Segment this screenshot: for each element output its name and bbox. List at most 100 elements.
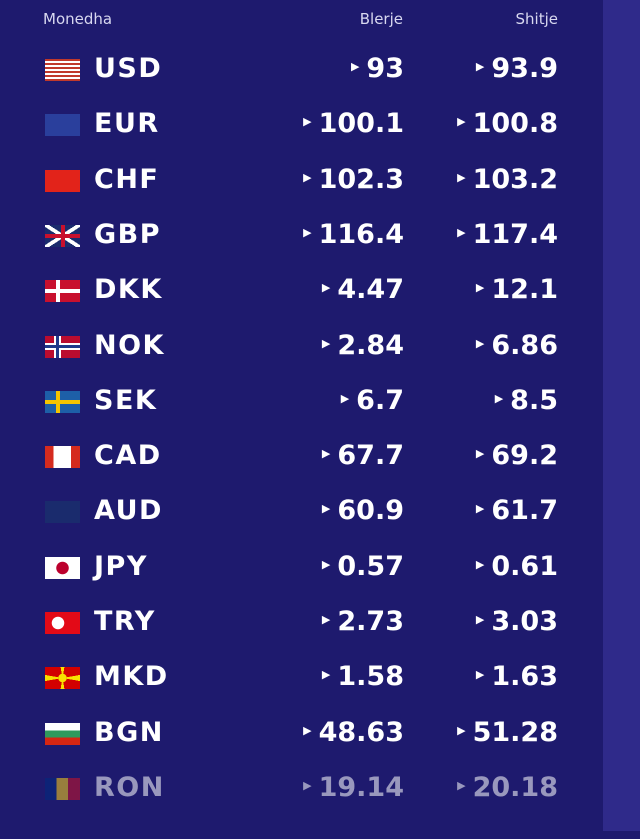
triangle-right-icon: ▶ (475, 668, 485, 682)
triangle-right-icon: ▶ (475, 281, 485, 295)
triangle-right-icon: ▶ (475, 336, 485, 350)
side-panel (603, 0, 640, 831)
sell-value: 6.86 (491, 329, 558, 361)
currency-code: CAD (94, 440, 162, 472)
currency-code: AUD (94, 495, 163, 527)
currency-code: SEK (94, 384, 158, 416)
buy-rate: ▶ 1.58 (322, 661, 404, 692)
buy-rate: ▶ 4.47 (322, 274, 404, 305)
dk-flag-icon (45, 280, 80, 303)
triangle-right-icon: ▶ (457, 170, 466, 184)
ro-flag-icon (45, 777, 80, 800)
currency-code: USD (94, 53, 163, 84)
buy-value: 116.4 (318, 218, 404, 250)
buy-value: 2.73 (337, 606, 404, 637)
header-buy: Blerje (359, 10, 403, 28)
buy-rate: ▶ 2.73 (322, 606, 404, 637)
sell-value: 8.5 (510, 384, 558, 416)
triangle-right-icon: ▶ (321, 281, 331, 295)
buy-value: 60.9 (337, 495, 404, 527)
buy-value: 1.58 (337, 661, 404, 693)
currency-code: GBP (94, 218, 162, 250)
au-flag-icon (45, 501, 80, 524)
sell-rate: ▶ 100.8 (457, 108, 558, 139)
currency-code: NOK (94, 329, 165, 361)
sell-value: 103.2 (472, 163, 558, 195)
triangle-right-icon: ▶ (350, 60, 360, 73)
buy-value: 6.7 (356, 384, 404, 416)
bg-flag-icon (45, 722, 80, 745)
buy-rate: ▶ 0.57 (322, 551, 404, 582)
triangle-right-icon: ▶ (321, 502, 331, 516)
triangle-right-icon: ▶ (457, 225, 466, 239)
buy-rate: ▶ 19.14 (303, 772, 404, 803)
triangle-right-icon: ▶ (457, 115, 466, 129)
eu-flag-icon (45, 114, 80, 137)
sell-rate: ▶ 20.18 (457, 772, 558, 803)
us-flag-icon (45, 59, 80, 81)
triangle-right-icon: ▶ (321, 557, 331, 571)
sell-rate: ▶ 51.28 (457, 717, 558, 748)
triangle-right-icon: ▶ (340, 391, 350, 405)
sell-value: 12.1 (491, 274, 558, 306)
currency-row-bgn: BGN ▶ 48.63 ▶ 51.28 (0, 717, 603, 784)
currency-row-ron: RON ▶ 19.14 ▶ 20.18 (0, 772, 603, 839)
currency-row-try: TRY ▶ 2.73 ▶ 3.03 (0, 606, 603, 673)
no-flag-icon (45, 335, 80, 358)
buy-value: 0.57 (337, 550, 404, 582)
triangle-right-icon: ▶ (303, 225, 312, 239)
triangle-right-icon: ▶ (475, 60, 485, 73)
sell-rate: ▶ 8.5 (495, 385, 558, 416)
triangle-right-icon: ▶ (321, 447, 331, 461)
sell-rate: ▶ 1.63 (476, 661, 558, 692)
buy-rate: ▶ 6.7 (341, 385, 404, 416)
triangle-right-icon: ▶ (303, 115, 312, 129)
currency-row-chf: CHF ▶ 102.3 ▶ 103.2 (0, 164, 603, 231)
buy-rate: ▶ 116.4 (303, 219, 404, 250)
currency-code: JPY (94, 550, 148, 582)
sell-value: 51.28 (472, 716, 558, 748)
currency-row-eur: EUR ▶ 100.1 ▶ 100.8 (0, 108, 603, 175)
gb-flag-icon (45, 224, 80, 247)
sell-value: 20.18 (472, 771, 558, 803)
header-currency: Monedha (43, 10, 113, 28)
sell-rate: ▶ 103.2 (457, 164, 558, 195)
currency-code: TRY (94, 606, 156, 637)
currency-row-aud: AUD ▶ 60.9 ▶ 61.7 (0, 495, 603, 562)
buy-value: 48.63 (318, 716, 404, 748)
buy-rate: ▶ 67.7 (322, 440, 404, 471)
sell-value: 69.2 (491, 440, 558, 472)
sell-rate: ▶ 69.2 (476, 440, 558, 471)
triangle-right-icon: ▶ (321, 668, 331, 682)
buy-rate: ▶ 60.9 (322, 495, 404, 526)
currency-code: EUR (94, 108, 160, 140)
buy-value: 102.3 (318, 163, 404, 195)
sell-value: 61.7 (491, 495, 558, 527)
currency-code: DKK (94, 274, 163, 306)
buy-rate: ▶ 2.84 (322, 330, 404, 361)
ch-flag-icon (45, 169, 80, 192)
sell-rate: ▶ 61.7 (476, 495, 558, 526)
currency-row-sek: SEK ▶ 6.7 ▶ 8.5 (0, 385, 603, 452)
sell-value: 117.4 (472, 218, 558, 250)
jp-flag-icon (45, 556, 80, 579)
buy-rate: ▶ 48.63 (303, 717, 404, 748)
triangle-right-icon: ▶ (303, 778, 312, 792)
currency-code: BGN (94, 716, 164, 748)
sell-rate: ▶ 3.03 (476, 606, 558, 637)
triangle-right-icon: ▶ (303, 170, 312, 184)
buy-value: 2.84 (337, 329, 404, 361)
triangle-right-icon: ▶ (303, 723, 312, 737)
currency-row-cad: CAD ▶ 67.7 ▶ 69.2 (0, 440, 603, 507)
sell-rate: ▶ 0.61 (476, 551, 558, 582)
sell-rate: ▶ 117.4 (457, 219, 558, 250)
currency-row-jpy: JPY ▶ 0.57 ▶ 0.61 (0, 551, 603, 618)
sell-value: 3.03 (491, 606, 558, 637)
sell-value: 1.63 (491, 661, 558, 693)
buy-value: 4.47 (337, 274, 404, 306)
triangle-right-icon: ▶ (475, 447, 485, 461)
triangle-right-icon: ▶ (475, 502, 485, 516)
tr-flag-icon (45, 612, 80, 634)
triangle-right-icon: ▶ (321, 336, 331, 350)
buy-value: 19.14 (318, 771, 404, 803)
